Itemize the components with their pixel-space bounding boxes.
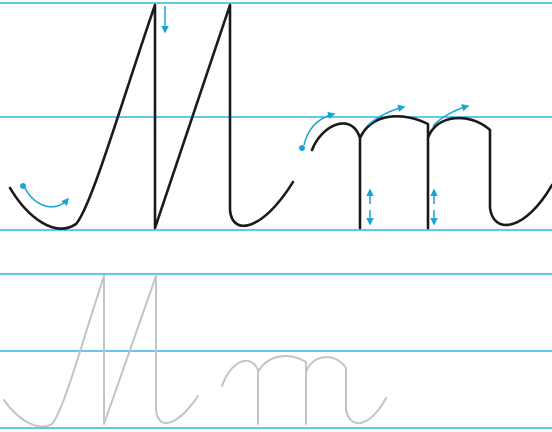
direction-arrows [20,6,470,226]
trace-letters [3,275,387,428]
curved-arrow-icon [367,104,406,126]
practice-row-lower [0,273,552,429]
lowercase-m-trace [221,355,387,425]
practice-row-upper [0,2,552,231]
capital-m-trace [3,275,199,428]
lowercase-m-stroke [310,114,552,230]
curved-arrow-icon [20,183,69,208]
capital-m-stroke [8,3,295,230]
curved-arrow-icon [299,111,336,151]
curved-arrow-icon [432,104,470,127]
model-letters [8,3,552,230]
